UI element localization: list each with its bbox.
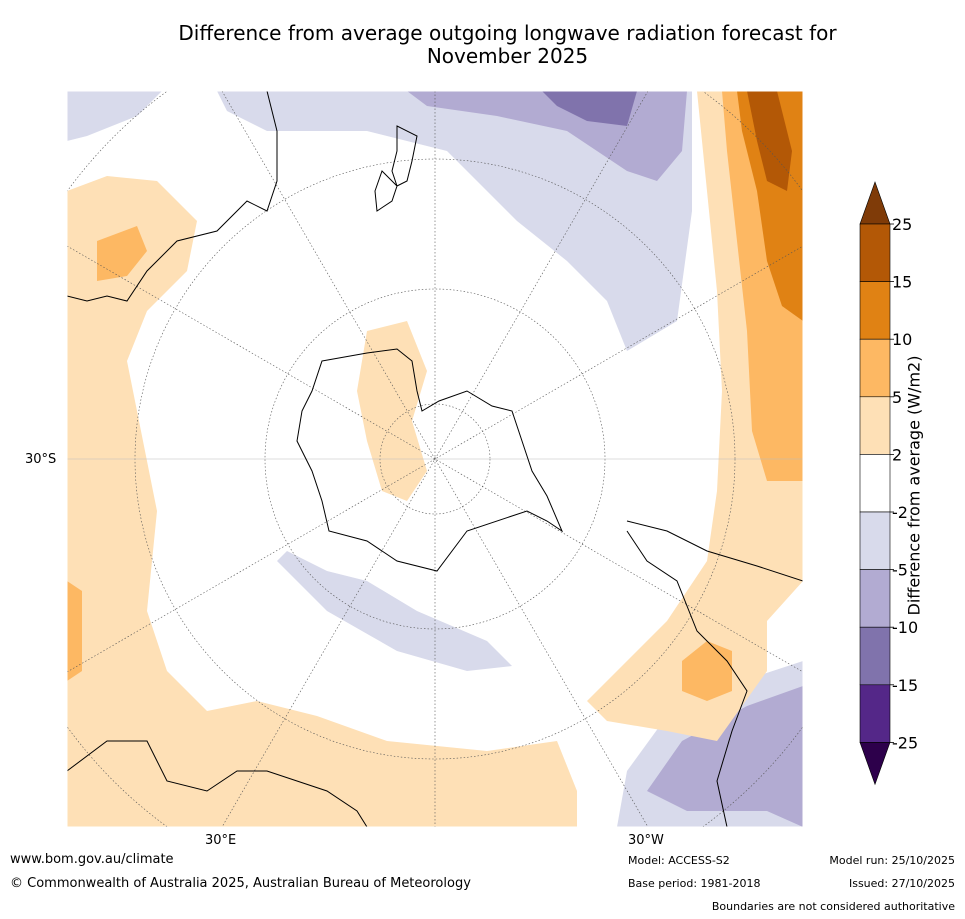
footer-disclaimer: Boundaries are not considered authoritat…	[711, 900, 955, 913]
colorbar: 25 15 10 5 2 -2 -5 -10 -15 -25	[858, 180, 964, 790]
colorbar-extend-top	[859, 181, 891, 225]
colorbar-tick-label: 2	[892, 445, 902, 464]
colorbar-tick-label: 25	[892, 215, 912, 234]
colorbar-tick-label: -2	[892, 503, 908, 522]
colorbar-tick-label: -5	[892, 561, 908, 580]
footer-model: Model: ACCESS-S2	[628, 854, 730, 867]
footer-website[interactable]: www.bom.gov.au/climate	[10, 852, 174, 867]
lat-label-30s: 30°S	[25, 452, 57, 467]
australia-coastline	[67, 91, 278, 302]
footer-copyright: © Commonwealth of Australia 2025, Austra…	[10, 876, 471, 891]
footer-model-run: Model run: 25/10/2025	[829, 854, 955, 867]
title-line-1: Difference from average outgoing longwav…	[178, 21, 837, 45]
anomaly-region-orange-east-peak	[747, 91, 792, 191]
new-zealand-coastline	[374, 125, 418, 212]
antarctica-coastline	[296, 348, 564, 572]
anomaly-region-purple-north	[217, 91, 692, 351]
coastlines	[67, 91, 803, 827]
colorbar-swatch	[859, 569, 891, 628]
anomaly-region-orange-antarctic-peninsula	[357, 321, 427, 501]
anomaly-region-orange-west-mid	[97, 226, 147, 281]
anomaly-region-purple-southeast-mid	[647, 686, 803, 827]
colorbar-swatch	[859, 396, 891, 455]
colorbar-swatch	[859, 684, 891, 743]
footer-base-period: Base period: 1981-2018	[628, 877, 761, 890]
colorbar-swatch	[859, 281, 891, 340]
south-america-coastline	[626, 520, 803, 827]
anomaly-region-purple-northwest	[67, 91, 162, 141]
map-panel	[67, 91, 803, 827]
colorbar-swatch	[859, 338, 891, 398]
graticule	[67, 91, 803, 827]
colorbar-tick-label: -25	[892, 733, 918, 752]
colorbar-label: Difference from average (W/m2)	[904, 355, 924, 616]
chart-title: Difference from average outgoing longwav…	[100, 22, 915, 68]
colorbar-swatch	[859, 223, 891, 282]
olr-anomaly-map	[67, 91, 803, 827]
colorbar-tick-label: -10	[892, 618, 918, 637]
colorbar-tick-label: -15	[892, 676, 918, 695]
africa-coastline	[67, 740, 368, 827]
colorbar-svg: 25 15 10 5 2 -2 -5 -10 -15 -25	[859, 181, 918, 786]
colorbar-extend-bottom	[859, 742, 891, 786]
lon-label-30w: 30°W	[628, 833, 664, 848]
colorbar-tick-label: 5	[892, 388, 902, 407]
anomaly-region-orange-southwest	[67, 581, 82, 681]
title-line-2: November 2025	[426, 44, 589, 68]
colorbar-swatch	[859, 626, 891, 686]
anomaly-region-orange-southamerica	[682, 641, 732, 701]
footer-issued: Issued: 27/10/2025	[848, 877, 955, 890]
colorbar-swatch	[859, 454, 891, 513]
colorbar-swatch	[859, 511, 891, 570]
anomaly-region-purple-south	[277, 551, 512, 671]
colorbar-tick-label: 15	[892, 273, 912, 292]
anomaly-region-purple-north-strong	[542, 91, 637, 126]
colorbar-tick-label: 10	[892, 330, 912, 349]
lon-label-30e: 30°E	[205, 833, 237, 848]
